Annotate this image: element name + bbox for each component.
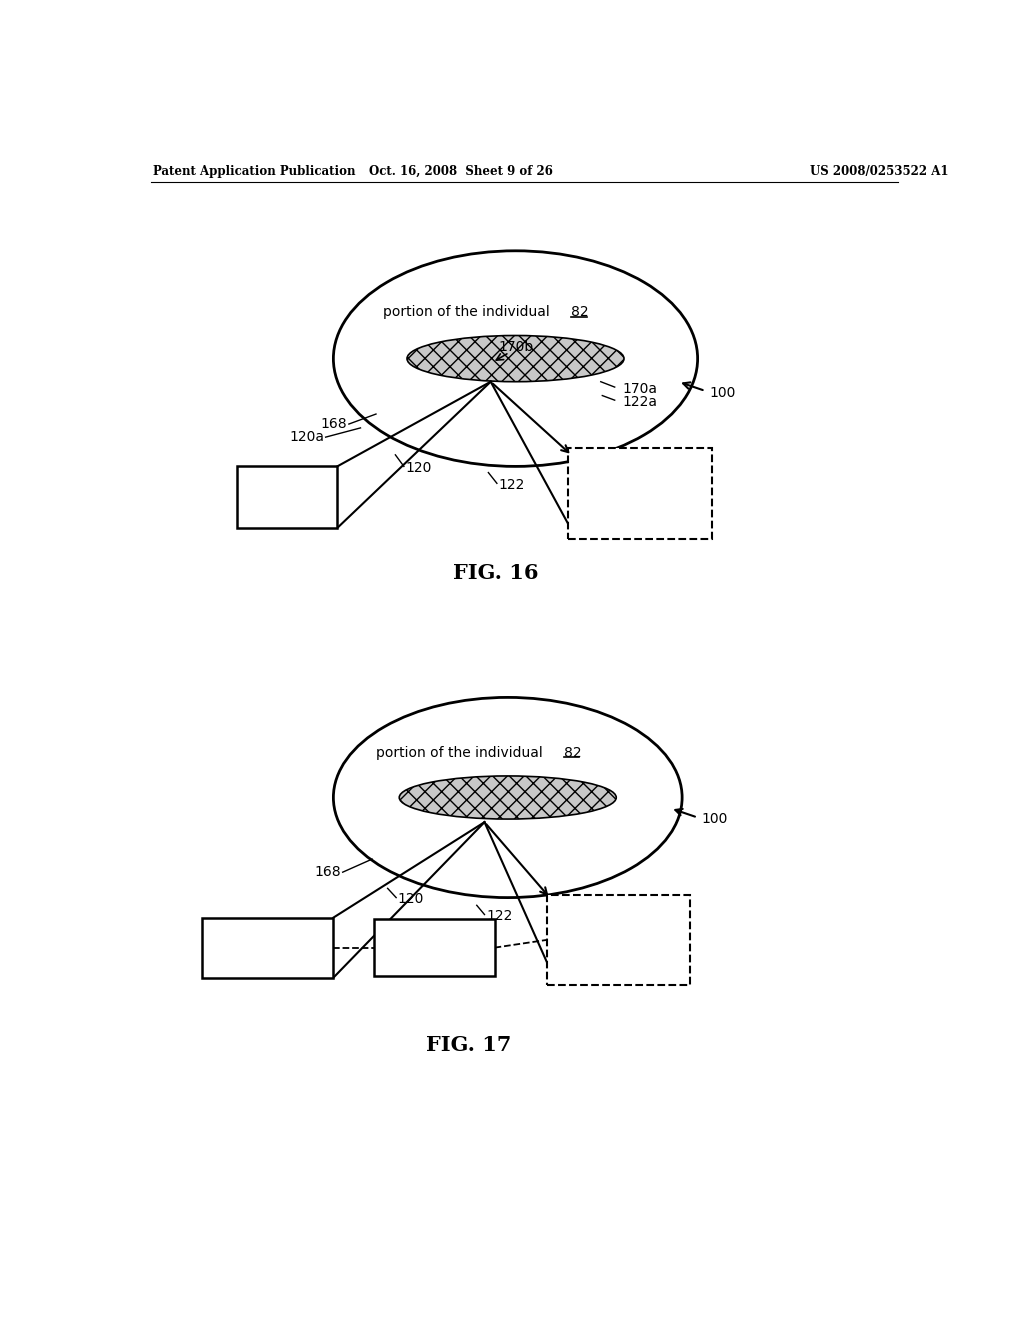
Ellipse shape (399, 776, 616, 818)
Text: (pulsed): (pulsed) (239, 949, 296, 964)
Text: portion of the individual: portion of the individual (383, 305, 555, 319)
Text: scattered: scattered (607, 475, 673, 490)
Ellipse shape (334, 697, 682, 898)
Text: assembly: assembly (597, 504, 668, 519)
Text: FIG. 17: FIG. 17 (426, 1035, 512, 1056)
Text: 100: 100 (710, 387, 735, 400)
Text: 82: 82 (563, 746, 582, 760)
Text: 120: 120 (397, 892, 424, 906)
Text: time of flight: time of flight (390, 933, 479, 946)
Bar (568, 447, 712, 539)
Text: 100: 100 (701, 812, 728, 826)
Text: 122: 122 (499, 478, 525, 492)
Text: 82: 82 (571, 305, 589, 319)
Text: Patent Application Publication: Patent Application Publication (153, 165, 355, 178)
Text: 160: 160 (450, 949, 476, 964)
Text: emitter 150: emitter 150 (226, 933, 308, 946)
Text: Compton: Compton (587, 908, 650, 923)
Text: 120: 120 (406, 461, 432, 475)
Text: 151: 151 (628, 952, 654, 965)
Text: scattered: scattered (586, 923, 651, 936)
Text: 122a: 122a (623, 396, 657, 409)
Bar (547, 895, 690, 985)
Text: calculator: calculator (392, 949, 465, 964)
Text: 170a: 170a (623, 383, 657, 396)
Text: 120a: 120a (289, 430, 324, 444)
Text: X-ray receiving: X-ray receiving (566, 936, 671, 950)
Text: emitter: emitter (261, 483, 312, 496)
Text: 168: 168 (321, 417, 347, 432)
Ellipse shape (334, 251, 697, 466)
Text: assembly: assembly (575, 952, 645, 965)
Text: 122: 122 (486, 909, 512, 923)
Text: Compton: Compton (608, 462, 672, 475)
Bar (202, 917, 334, 978)
Text: Oct. 16, 2008  Sheet 9 of 26: Oct. 16, 2008 Sheet 9 of 26 (370, 165, 553, 178)
Text: 151: 151 (650, 504, 677, 519)
Text: 168: 168 (314, 865, 341, 879)
Text: X-ray receiving: X-ray receiving (588, 490, 692, 503)
Text: 150: 150 (273, 499, 300, 513)
Text: portion of the individual: portion of the individual (376, 746, 547, 760)
Text: 170b: 170b (499, 341, 534, 354)
Bar (375, 919, 495, 977)
Ellipse shape (407, 335, 624, 381)
Text: US 2008/0253522 A1: US 2008/0253522 A1 (810, 165, 948, 178)
Bar (237, 466, 337, 528)
Text: FIG. 16: FIG. 16 (454, 562, 539, 582)
